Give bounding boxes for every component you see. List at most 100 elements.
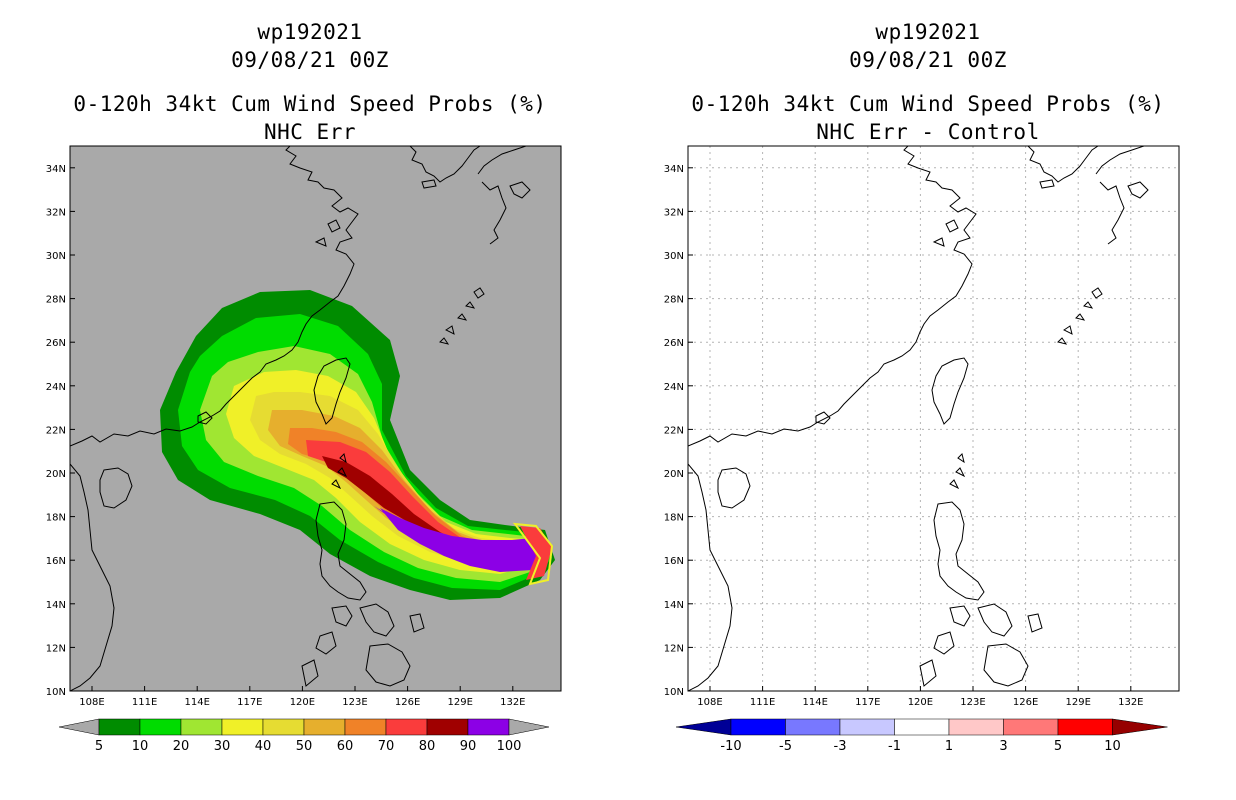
lat-tick-label: 32N <box>46 207 66 218</box>
lat-tick-label: 34N <box>664 164 684 175</box>
lat-tick-label: 26N <box>664 338 684 349</box>
colorbar-swatch <box>894 718 950 736</box>
lat-tick-label: 24N <box>664 382 684 393</box>
colorbar-label: 3 <box>999 739 1007 754</box>
lat-tick-label: 12N <box>664 643 684 654</box>
lat-tick-label: 20N <box>46 469 66 480</box>
lat-tick-label: 24N <box>46 382 66 393</box>
lat-tick-label: 22N <box>664 425 684 436</box>
colorbar-label: 100 <box>497 739 522 754</box>
lat-tick-label: 18N <box>46 513 66 524</box>
lon-tick-label: 108E <box>79 697 104 708</box>
right-map-panel: 10N 12N 14N 16N 18N 20N 22N 24N 26N 28N 30N 32N 34N 1… <box>664 145 1180 708</box>
lat-tick-label: 16N <box>664 556 684 567</box>
lon-tick-label: 120E <box>908 697 933 708</box>
prob-band-80 <box>322 456 543 552</box>
colorbar-label: 60 <box>337 739 354 754</box>
lat-tick-label: 34N <box>46 164 66 175</box>
colorbar-label: 20 <box>173 739 190 754</box>
colorbar-swatch <box>1057 718 1113 736</box>
colorbar-right-arrow <box>1112 718 1168 736</box>
lat-tick-label: 10N <box>664 687 684 698</box>
colorbar-swatch <box>139 718 182 736</box>
colorbar-label: -3 <box>834 739 847 754</box>
lon-tick-label: 126E <box>395 697 420 708</box>
colorbar-swatch <box>948 718 1004 736</box>
left-title: 0-120h 34kt Cum Wind Speed Probs (%) <box>73 92 547 116</box>
lon-tick-label: 111E <box>750 697 775 708</box>
right-colorbar: -10 -5 -3 -1 1 3 5 10 <box>675 718 1168 754</box>
right-subtitle: NHC Err - Control <box>816 120 1040 144</box>
lon-tick-label: 132E <box>500 697 525 708</box>
colorbar-label: 80 <box>419 739 436 754</box>
left-date: 09/08/21 00Z <box>231 48 389 72</box>
lon-tick-label: 123E <box>960 697 985 708</box>
colorbar-swatch <box>785 718 841 736</box>
colorbar-label: 10 <box>132 739 149 754</box>
prob-band-100 <box>380 508 543 572</box>
left-axes: 10N 12N 14N 16N 18N 20N 22N 24N 26N 28N 30N 32N 34N 1… <box>46 164 526 708</box>
lat-tick-label: 16N <box>46 556 66 567</box>
left-storm-id: wp192021 <box>257 20 363 44</box>
right-storm-id: wp192021 <box>875 20 981 44</box>
lat-tick-label: 28N <box>664 295 684 306</box>
prob-band-70 <box>306 440 543 552</box>
lat-tick-label: 18N <box>664 513 684 524</box>
right-map-background <box>688 146 1179 691</box>
colorbar-swatch <box>385 718 428 736</box>
prob-band-edge-yellow <box>512 522 554 586</box>
lat-tick-label: 14N <box>664 600 684 611</box>
lat-tick-label: 20N <box>664 469 684 480</box>
lat-tick-label: 12N <box>46 643 66 654</box>
colorbar-label: 50 <box>296 739 313 754</box>
lon-tick-label: 117E <box>237 697 262 708</box>
lat-tick-label: 28N <box>46 295 66 306</box>
lon-tick-label: 108E <box>697 697 722 708</box>
lat-tick-label: 10N <box>46 687 66 698</box>
colorbar-swatch <box>221 718 264 736</box>
right-gridlines <box>688 146 1179 691</box>
colorbar-label: 5 <box>1054 739 1062 754</box>
colorbar-label: -5 <box>779 739 792 754</box>
colorbar-swatch <box>344 718 387 736</box>
right-date: 09/08/21 00Z <box>849 48 1007 72</box>
lon-tick-label: 111E <box>132 697 157 708</box>
colorbar-swatch <box>98 718 141 736</box>
colorbar-label: 70 <box>378 739 395 754</box>
colorbar-left-arrow <box>58 718 100 736</box>
lat-tick-label: 14N <box>46 600 66 611</box>
lat-tick-label: 26N <box>46 338 66 349</box>
lon-tick-label: 132E <box>1118 697 1143 708</box>
lon-tick-label: 129E <box>1065 697 1090 708</box>
left-colorbar: 5 10 20 30 40 50 60 70 80 90 100 <box>58 718 550 754</box>
colorbar-left-arrow <box>675 718 732 736</box>
colorbar-label: 1 <box>945 739 953 754</box>
lon-tick-label: 120E <box>290 697 315 708</box>
lon-tick-label: 114E <box>802 697 827 708</box>
left-map-frame <box>69 145 562 692</box>
lat-tick-label: 30N <box>664 251 684 262</box>
colorbar-label: -10 <box>720 739 741 754</box>
colorbar-swatch <box>730 718 786 736</box>
left-map-panel: 10N 12N 14N 16N 18N 20N 22N 24N 26N 28N 30N 32N 34N 1… <box>46 145 562 708</box>
colorbar-swatch <box>467 718 510 736</box>
colorbar-label: 5 <box>95 739 103 754</box>
lon-tick-label: 123E <box>342 697 367 708</box>
colorbar-label: 10 <box>1104 739 1121 754</box>
colorbar-swatch <box>303 718 346 736</box>
colorbar-swatch <box>839 718 895 736</box>
right-title: 0-120h 34kt Cum Wind Speed Probs (%) <box>691 92 1165 116</box>
colorbar-swatch <box>426 718 469 736</box>
colorbar-right-arrow <box>508 718 550 736</box>
left-probability-contours <box>70 146 555 691</box>
right-axes: 10N 12N 14N 16N 18N 20N 22N 24N 26N 28N 30N 32N 34N 1… <box>664 164 1144 708</box>
colorbar-swatch <box>1003 718 1059 736</box>
colorbar-label: 40 <box>255 739 272 754</box>
colorbar-label: 30 <box>214 739 231 754</box>
right-map-frame <box>687 145 1180 692</box>
lon-tick-label: 126E <box>1013 697 1038 708</box>
colorbar-label: 90 <box>460 739 477 754</box>
colorbar-swatch <box>262 718 305 736</box>
colorbar-label: -1 <box>888 739 901 754</box>
